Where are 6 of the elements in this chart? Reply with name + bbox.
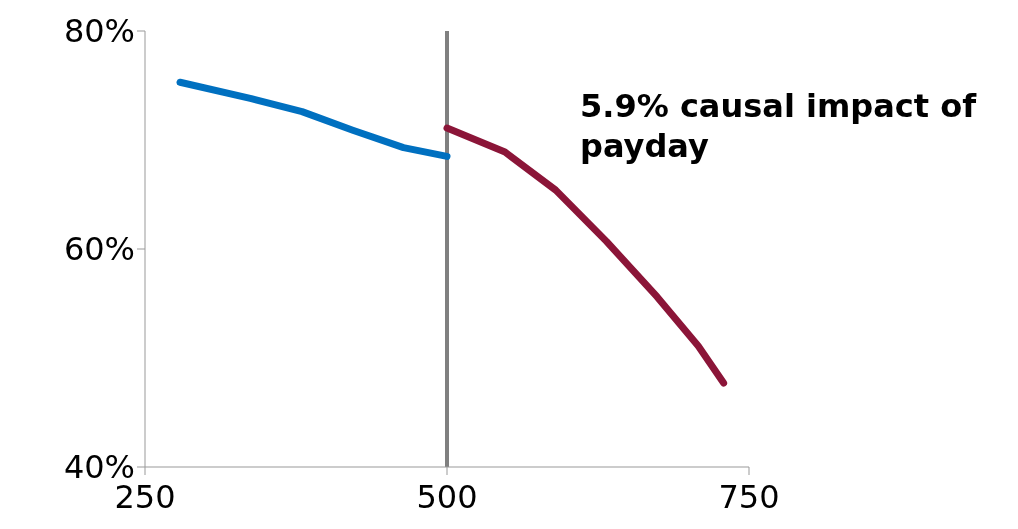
y-tick-label: 60% — [63, 230, 135, 269]
x-tick-label: 500 — [416, 477, 478, 516]
x-tick-label: 250 — [114, 477, 176, 516]
annotation: 5.9% causal impact of payday — [580, 86, 978, 166]
y-tick-label: 80% — [63, 12, 135, 51]
x-tick-label: 750 — [718, 477, 780, 516]
